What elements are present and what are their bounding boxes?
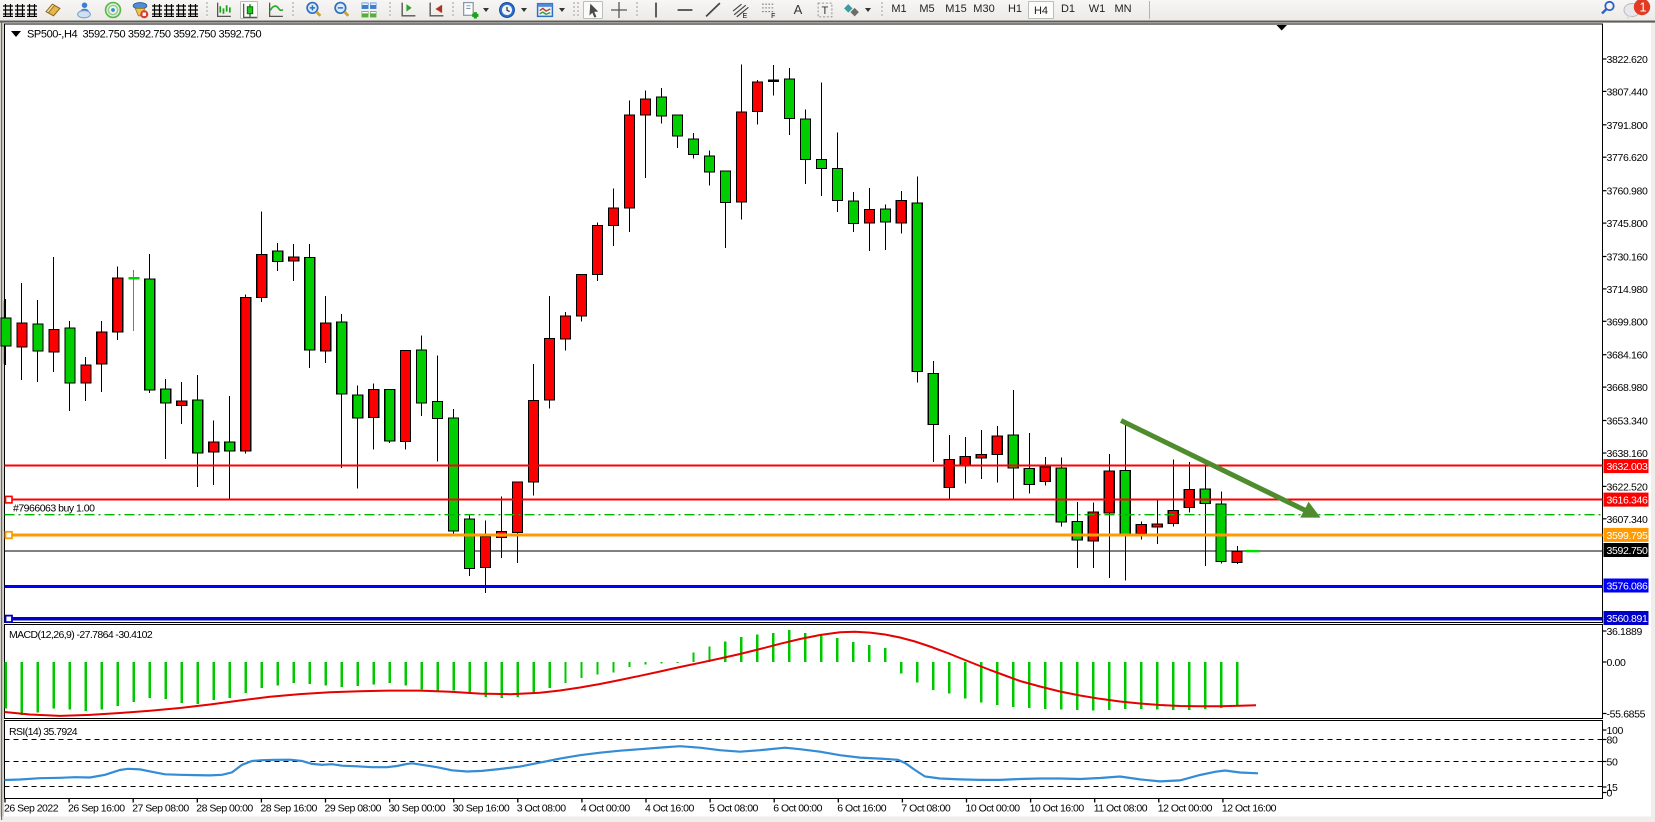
svg-text:3 Oct 08:00: 3 Oct 08:00	[517, 803, 566, 815]
svg-text:3632.003: 3632.003	[1607, 461, 1649, 473]
svg-text:27 Sep 08:00: 27 Sep 08:00	[132, 803, 189, 815]
svg-text:3607.340: 3607.340	[1607, 514, 1649, 526]
svg-text:28 Sep 00:00: 28 Sep 00:00	[196, 803, 253, 815]
svg-text:80: 80	[1607, 735, 1618, 747]
svg-text:6 Oct 16:00: 6 Oct 16:00	[837, 803, 886, 815]
svg-text:3616.346: 3616.346	[1607, 495, 1649, 507]
svg-text:26 Sep 16:00: 26 Sep 16:00	[68, 803, 125, 815]
svg-text:12 Oct 00:00: 12 Oct 00:00	[1158, 803, 1213, 815]
svg-text:28 Sep 16:00: 28 Sep 16:00	[260, 803, 317, 815]
svg-text:3599.795: 3599.795	[1607, 530, 1649, 542]
svg-text:3622.520: 3622.520	[1607, 481, 1649, 493]
svg-text:3714.980: 3714.980	[1607, 284, 1649, 296]
svg-text:T: T	[822, 5, 829, 17]
svg-text:3760.980: 3760.980	[1607, 186, 1649, 198]
svg-text:100: 100	[1607, 725, 1624, 737]
svg-text:0: 0	[1607, 788, 1613, 800]
svg-text:10 Oct 16:00: 10 Oct 16:00	[1030, 803, 1085, 815]
svg-text:10 Oct 00:00: 10 Oct 00:00	[966, 803, 1021, 815]
svg-text:4 Oct 16:00: 4 Oct 16:00	[645, 803, 694, 815]
svg-text:0.00: 0.00	[1607, 657, 1627, 669]
svg-text:3638.160: 3638.160	[1607, 448, 1649, 460]
svg-text:6 Oct 00:00: 6 Oct 00:00	[773, 803, 822, 815]
svg-text:30 Sep 00:00: 30 Sep 00:00	[389, 803, 446, 815]
svg-text:SP500-,H4 3592.750 3592.750 3: SP500-,H4 3592.750 3592.750 3592.750 359…	[27, 29, 261, 41]
svg-text:3745.800: 3745.800	[1607, 218, 1649, 230]
svg-text:36.1889: 36.1889	[1607, 626, 1643, 638]
svg-text:3699.800: 3699.800	[1607, 316, 1649, 328]
svg-text:3684.160: 3684.160	[1607, 350, 1649, 362]
svg-text:50: 50	[1607, 757, 1618, 769]
svg-text:3822.620: 3822.620	[1607, 54, 1649, 66]
svg-text:1: 1	[1640, 1, 1647, 15]
svg-text:-55.6855: -55.6855	[1607, 709, 1646, 721]
svg-text:26 Sep 2022: 26 Sep 2022	[4, 803, 59, 815]
svg-text:12 Oct 16:00: 12 Oct 16:00	[1222, 803, 1277, 815]
svg-text:3776.620: 3776.620	[1607, 152, 1649, 164]
svg-text:15: 15	[1607, 782, 1618, 794]
svg-text:4 Oct 00:00: 4 Oct 00:00	[581, 803, 630, 815]
svg-text:5 Oct 08:00: 5 Oct 08:00	[709, 803, 758, 815]
svg-text:3592.750: 3592.750	[1607, 545, 1649, 557]
svg-text:3730.160: 3730.160	[1607, 252, 1649, 264]
svg-text:7 Oct 08:00: 7 Oct 08:00	[901, 803, 950, 815]
svg-text:30 Sep 16:00: 30 Sep 16:00	[453, 803, 510, 815]
svg-text:3668.980: 3668.980	[1607, 382, 1649, 394]
svg-text:3653.340: 3653.340	[1607, 416, 1649, 428]
svg-text:3576.086: 3576.086	[1607, 581, 1649, 593]
svg-text:RSI(14) 35.7924: RSI(14) 35.7924	[9, 726, 78, 738]
svg-text:3560.891: 3560.891	[1607, 613, 1649, 625]
svg-text:E: E	[743, 13, 748, 19]
svg-text:3791.800: 3791.800	[1607, 120, 1649, 132]
svg-text:11 Oct 08:00: 11 Oct 08:00	[1094, 803, 1148, 815]
svg-text:#7966063 buy 1.00: #7966063 buy 1.00	[13, 503, 95, 515]
svg-text:F: F	[771, 13, 775, 19]
svg-text:MACD(12,26,9) -27.7864 -30.410: MACD(12,26,9) -27.7864 -30.4102	[9, 629, 153, 641]
svg-text:29 Sep 08:00: 29 Sep 08:00	[325, 803, 382, 815]
svg-text:3807.440: 3807.440	[1607, 86, 1649, 98]
